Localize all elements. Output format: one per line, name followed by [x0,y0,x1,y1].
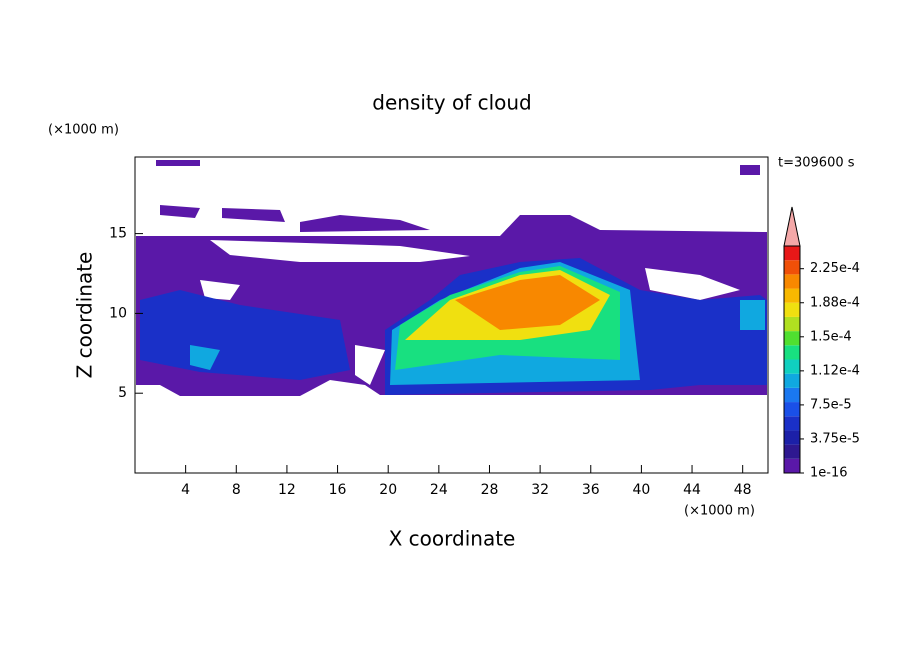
colorbar-segment [784,402,800,417]
x-tick-label: 16 [329,482,347,498]
x-tick-label: 12 [278,482,296,498]
colorbar-tick-label: 7.5e-5 [810,397,852,412]
colorbar-tick-label: 2.25e-4 [810,261,860,276]
colorbar-segment [784,316,800,332]
colorbar-segment [784,260,800,275]
x-tick-label: 36 [582,482,600,498]
colorbar-segment [784,444,800,459]
x-tick-label: 28 [481,482,499,498]
colorbar-tick-label: 3.75e-5 [810,431,860,446]
x-tick-label: 20 [379,482,397,498]
x-tick-label: 24 [430,482,448,498]
y-tick-label: 15 [109,226,127,242]
x-unit: (×1000 m) [684,504,755,519]
colorbar-tick-label: 1e-16 [810,466,848,481]
colorbar-segment [784,430,800,445]
x-axis-label: X coordinate [389,527,516,551]
colorbar-tick-label: 1.88e-4 [810,295,860,310]
colorbar-segment [784,345,800,360]
colorbar-segment [784,373,800,388]
x-tick-label: 4 [181,482,190,498]
x-tick-label: 44 [683,482,701,498]
colorbar-tick-label: 1.12e-4 [810,363,860,378]
x-tick-label: 48 [734,482,752,498]
colorbar-segment [784,246,800,261]
plot-frame [134,156,769,474]
colorbar-arrow [783,206,801,247]
colorbar-tick-label: 1.5e-4 [810,329,852,344]
y-tick-label: 10 [109,305,127,321]
colorbar-segment [784,416,800,431]
colorbar-segment [784,458,800,473]
y-tick-label: 5 [118,385,127,401]
chart-title: density of cloud [372,91,531,115]
y-axis-label: Z coordinate [73,252,97,379]
colorbar-segment [784,288,800,303]
x-tick-label: 8 [232,482,241,498]
colorbar-frame [783,245,801,474]
y-unit: (×1000 m) [48,123,119,138]
colorbar-segment [784,274,800,289]
colorbar-segment [784,359,800,374]
time-annotation: t=309600 s [778,156,855,171]
x-tick-label: 40 [632,482,650,498]
colorbar-segment [784,302,800,317]
colorbar-segment [784,331,800,346]
x-tick-label: 32 [531,482,549,498]
contour-field [136,160,767,396]
colorbar-segment [784,387,800,403]
